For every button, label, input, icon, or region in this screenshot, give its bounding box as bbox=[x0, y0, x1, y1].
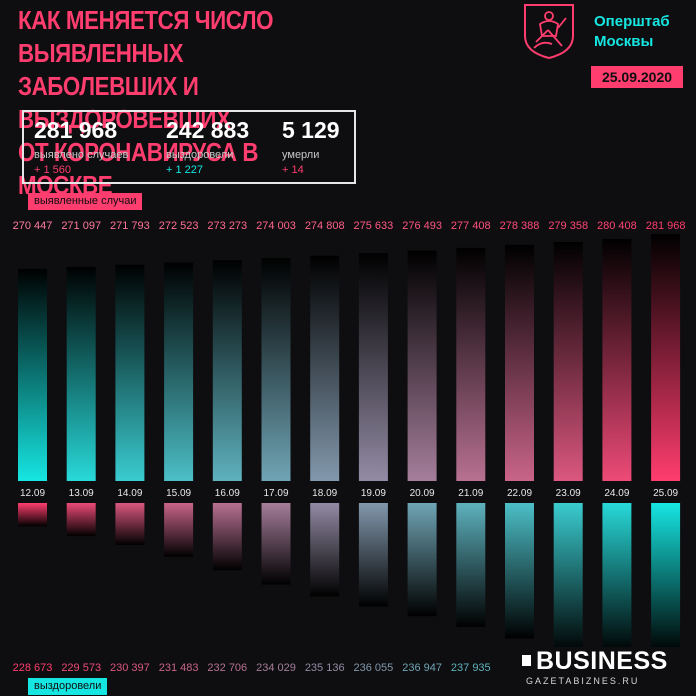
date-label: 13.09 bbox=[69, 488, 94, 499]
date-label: 19.09 bbox=[361, 488, 386, 499]
stat-label: умерли bbox=[282, 149, 320, 161]
recovered-value-label: 235 136 bbox=[305, 662, 345, 674]
cases-bar bbox=[212, 260, 242, 481]
stat-value: 242 883 bbox=[166, 117, 250, 143]
recovered-value-label: 229 573 bbox=[61, 662, 101, 674]
cases-bar bbox=[261, 258, 291, 481]
recovered-value-label: 232 706 bbox=[207, 662, 247, 674]
recovered-bar bbox=[456, 503, 486, 627]
recovered-value-label: 228 673 bbox=[13, 662, 53, 674]
recovered-value-label: 236 055 bbox=[354, 662, 394, 674]
stat-value: 281 968 bbox=[34, 117, 118, 143]
cases-value-label: 281 968 bbox=[646, 220, 686, 232]
logo-square-icon bbox=[522, 655, 531, 666]
org-name: Оперштаб Москвы bbox=[594, 12, 670, 52]
recovered-bar bbox=[505, 503, 534, 639]
org-line-2: Москвы bbox=[594, 33, 654, 50]
stat-deaths: 5 129 умерли + 14 bbox=[282, 116, 340, 177]
recovered-bar bbox=[212, 503, 242, 571]
logo-site: GAZETABIZNES.RU bbox=[526, 676, 640, 686]
stat-delta: + 1 560 bbox=[34, 164, 72, 176]
recovered-bar bbox=[261, 503, 291, 585]
moscow-coat-of-arms-icon bbox=[524, 4, 574, 60]
cases-value-label: 274 003 bbox=[256, 220, 296, 232]
cases-value-label: 271 793 bbox=[110, 220, 150, 232]
recovered-bar bbox=[358, 503, 388, 607]
stat-label: выздоровели bbox=[166, 149, 234, 161]
recovered-bar bbox=[407, 503, 437, 617]
date-label: 18.09 bbox=[312, 488, 337, 499]
date-label: 20.09 bbox=[410, 488, 435, 499]
cases-bar bbox=[66, 266, 96, 481]
org-line-1: Оперштаб bbox=[594, 13, 670, 30]
page-title: КАК МЕНЯЕТСЯ ЧИСЛО ВЫЯВЛЕННЫХ ЗАБОЛЕВШИХ… bbox=[18, 4, 345, 202]
recovered-value-label: 230 397 bbox=[110, 662, 150, 674]
stat-delta: + 1 227 bbox=[166, 164, 204, 176]
date-badge: 25.09.2020 bbox=[591, 66, 683, 88]
date-label: 16.09 bbox=[215, 488, 240, 499]
cases-bar bbox=[310, 255, 340, 481]
date-label: 23.09 bbox=[556, 488, 581, 499]
date-label: 25.09 bbox=[653, 488, 678, 499]
recovered-bar bbox=[553, 503, 583, 653]
date-label: 15.09 bbox=[166, 488, 191, 499]
title-line-3: ОТ КОРОНАВИРУСА В МОСКВЕ bbox=[18, 137, 259, 200]
recovered-bar bbox=[310, 503, 340, 597]
recovered-value-label: 234 029 bbox=[256, 662, 296, 674]
recovered-value-label: 236 947 bbox=[402, 662, 442, 674]
recovered-value-label: 231 483 bbox=[159, 662, 199, 674]
stats-box: 281 968 выявлено случаев + 1 560 242 883… bbox=[22, 110, 356, 184]
cases-bar bbox=[115, 264, 145, 481]
cases-value-label: 270 447 bbox=[13, 220, 53, 232]
logo-brand: BUSINESS bbox=[536, 647, 668, 675]
date-label: 22.09 bbox=[507, 488, 532, 499]
stat-cases: 281 968 выявлено случаев + 1 560 bbox=[34, 116, 128, 177]
recovered-bar bbox=[115, 503, 145, 546]
date-label: 24.09 bbox=[604, 488, 629, 499]
date-label: 14.09 bbox=[117, 488, 142, 499]
cases-value-label: 280 408 bbox=[597, 220, 637, 232]
cases-bar bbox=[505, 244, 534, 481]
cases-value-label: 275 633 bbox=[354, 220, 394, 232]
cases-bar bbox=[456, 247, 486, 481]
cases-value-label: 277 408 bbox=[451, 220, 491, 232]
recovered-bar bbox=[651, 503, 681, 653]
recovered-value-label: 237 935 bbox=[451, 662, 491, 674]
date-label: 17.09 bbox=[263, 488, 288, 499]
cases-value-label: 279 358 bbox=[548, 220, 588, 232]
recovered-bar bbox=[164, 503, 194, 557]
recovered-bar bbox=[602, 503, 632, 653]
cases-bar bbox=[358, 253, 388, 481]
cases-bar bbox=[553, 241, 583, 481]
stat-delta: + 14 bbox=[282, 164, 304, 176]
cases-value-label: 278 388 bbox=[500, 220, 540, 232]
cases-value-label: 271 097 bbox=[61, 220, 101, 232]
recovered-bar bbox=[18, 503, 47, 527]
stat-value: 5 129 bbox=[282, 117, 340, 143]
business-logo: BUSINESS GAZETABIZNES.RU bbox=[522, 647, 696, 696]
stat-label: выявлено случаев bbox=[34, 149, 129, 161]
cases-bar bbox=[164, 262, 194, 481]
title-line-2: ЗАБОЛЕВШИХ И ВЫЗДОРОВЕВШИХ bbox=[18, 71, 231, 134]
date-label: 21.09 bbox=[458, 488, 483, 499]
cases-value-label: 273 273 bbox=[207, 220, 247, 232]
stat-recovered: 242 883 выздоровели + 1 227 bbox=[166, 116, 249, 177]
cases-value-label: 274 808 bbox=[305, 220, 345, 232]
cases-bar bbox=[602, 238, 632, 481]
cases-bar bbox=[651, 234, 681, 481]
title-line-1: КАК МЕНЯЕТСЯ ЧИСЛО ВЫЯВЛЕННЫХ bbox=[18, 5, 274, 68]
cases-value-label: 272 523 bbox=[159, 220, 199, 232]
cases-bar bbox=[407, 250, 437, 481]
cases-bar bbox=[18, 268, 47, 481]
date-label: 12.09 bbox=[20, 488, 45, 499]
cases-value-label: 276 493 bbox=[402, 220, 442, 232]
recovered-bar bbox=[66, 503, 96, 537]
legend-cases-tag: выявленные случаи bbox=[28, 193, 143, 210]
legend-recovered-tag: выздоровели bbox=[28, 678, 108, 695]
